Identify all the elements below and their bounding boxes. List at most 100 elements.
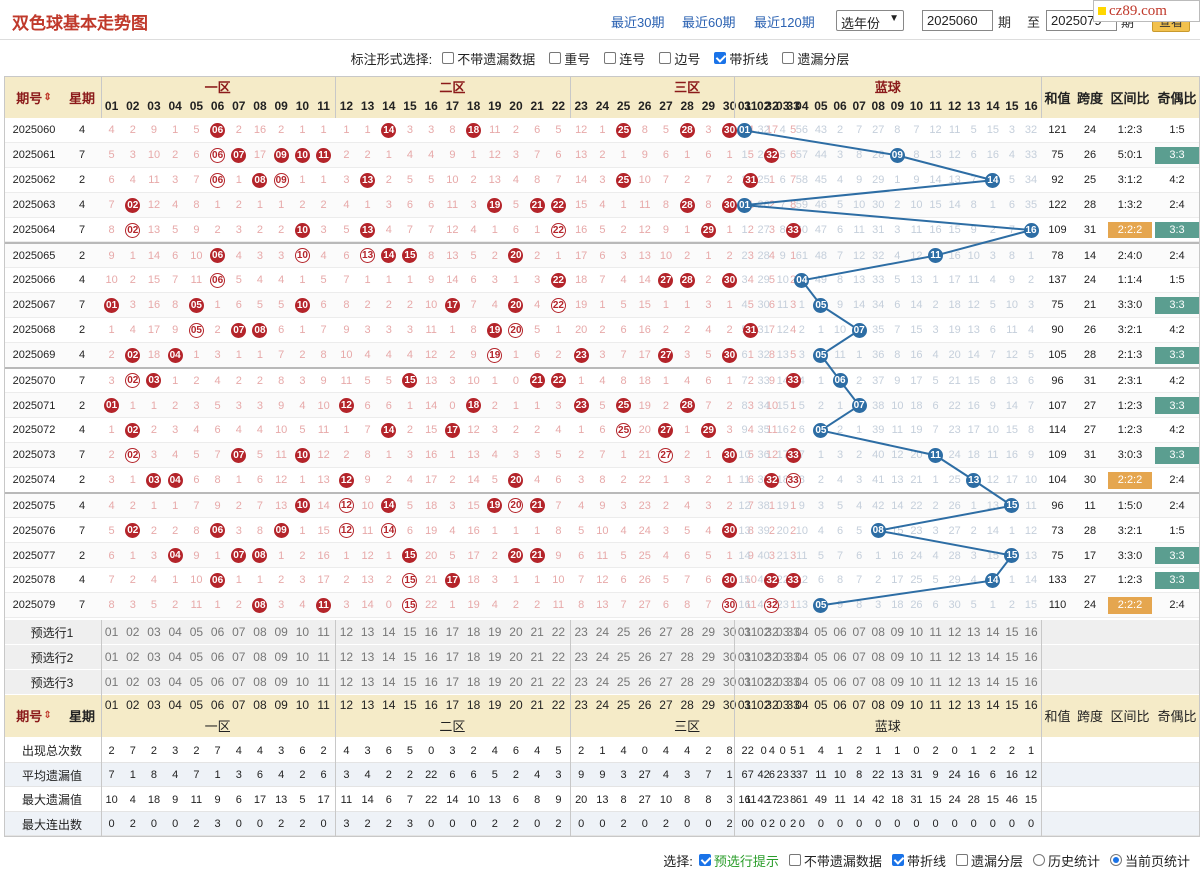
preselect-blue-number[interactable]: 05 <box>814 650 828 665</box>
preselect-number[interactable]: 23 <box>574 650 588 665</box>
preselect-number[interactable]: 01 <box>104 625 119 640</box>
sort-icon[interactable]: ⇕ <box>43 91 52 103</box>
preselect-number[interactable]: 32 <box>765 650 779 665</box>
preselect-number[interactable]: 05 <box>189 675 204 690</box>
preselect-blue-number[interactable]: 08 <box>871 625 885 640</box>
preselect-blue-number[interactable]: 15 <box>1005 675 1019 690</box>
preselect-number[interactable]: 26 <box>638 675 652 690</box>
preselect-blue-number[interactable]: 01 <box>737 675 752 690</box>
checkbox-icon[interactable] <box>714 52 727 64</box>
preselect-number[interactable]: 19 <box>488 650 502 665</box>
preselect-number[interactable]: 33 <box>786 675 800 690</box>
preselect-number[interactable]: 26 <box>638 625 652 640</box>
preselect-number[interactable]: 25 <box>616 650 631 665</box>
preselect-number[interactable]: 09 <box>274 625 288 640</box>
preselect-number[interactable]: 30 <box>722 675 737 690</box>
period-header[interactable]: 期号 ⇕ <box>4 76 64 118</box>
preselect-number[interactable]: 07 <box>232 625 246 640</box>
preselect-number[interactable]: 31 <box>744 625 758 640</box>
preselect-number[interactable]: 08 <box>253 625 267 640</box>
preselect-blue-number[interactable]: 16 <box>1024 650 1038 665</box>
preselect-number[interactable]: 24 <box>595 650 610 665</box>
preselect-number[interactable]: 29 <box>701 625 716 640</box>
preselect-blue-number[interactable]: 01 <box>737 650 752 665</box>
preselect-number[interactable]: 03 <box>147 650 161 665</box>
preselect-blue-number[interactable]: 04 <box>795 650 809 665</box>
preselect-blue-number[interactable]: 03 <box>776 650 790 665</box>
preselect-number[interactable]: 17 <box>445 625 460 640</box>
preselect-number[interactable]: 27 <box>659 675 673 690</box>
preselect-number[interactable]: 06 <box>210 625 225 640</box>
preselect-number[interactable]: 06 <box>210 650 225 665</box>
preselect-number[interactable]: 16 <box>424 675 438 690</box>
footer-option-4[interactable]: 历史统计 <box>1032 851 1100 870</box>
preselect-number[interactable]: 06 <box>210 675 225 690</box>
preselect-number[interactable]: 20 <box>509 650 523 665</box>
preselect-blue-number[interactable]: 01 <box>737 625 752 640</box>
preselect-number[interactable]: 10 <box>295 675 310 690</box>
preselect-number[interactable]: 26 <box>638 650 652 665</box>
preselect-blue-number[interactable]: 06 <box>833 625 847 640</box>
mark-option-2[interactable]: 连号 <box>604 49 645 68</box>
preselect-number[interactable]: 04 <box>168 650 182 665</box>
preselect-number[interactable]: 20 <box>509 675 523 690</box>
preselect-blue-number[interactable]: 13 <box>967 675 981 690</box>
preselect-blue-number[interactable]: 09 <box>890 675 905 690</box>
from-period-input[interactable]: 2025060 <box>922 10 993 31</box>
preselect-blue-number[interactable]: 02 <box>756 650 771 665</box>
preselect-number[interactable]: 17 <box>445 650 460 665</box>
preselect-blue-number[interactable]: 08 <box>871 675 885 690</box>
preselect-number[interactable]: 32 <box>765 625 779 640</box>
preselect-number[interactable]: 12 <box>339 675 354 690</box>
preselect-number[interactable]: 10 <box>295 650 310 665</box>
preselect-number[interactable]: 07 <box>232 650 246 665</box>
preselect-number[interactable]: 04 <box>168 675 182 690</box>
preselect-number[interactable]: 29 <box>701 675 716 690</box>
radio-icon[interactable] <box>1032 854 1045 866</box>
sort-icon[interactable]: ⇕ <box>43 710 52 722</box>
footer-option-0[interactable]: 预选行提示 <box>698 851 779 870</box>
preselect-number[interactable]: 18 <box>466 650 481 665</box>
preselect-blue-number[interactable]: 12 <box>947 625 962 640</box>
preselect-blue-number[interactable]: 16 <box>1024 625 1038 640</box>
preselect-number[interactable]: 10 <box>295 625 310 640</box>
preselect-blue-number[interactable]: 09 <box>890 625 905 640</box>
preselect-blue-number[interactable]: 12 <box>947 675 962 690</box>
preselect-number[interactable]: 05 <box>189 650 204 665</box>
preselect-number[interactable]: 25 <box>616 625 631 640</box>
checkbox-icon[interactable] <box>955 854 968 866</box>
preselect-blue-number[interactable]: 14 <box>986 675 1000 690</box>
link-recent-120[interactable]: 最近120期 <box>754 15 815 30</box>
preselect-number[interactable]: 18 <box>466 675 481 690</box>
preselect-number[interactable]: 27 <box>659 625 673 640</box>
footer-option-3[interactable]: 遗漏分层 <box>955 851 1023 870</box>
preselect-blue-number[interactable]: 15 <box>1005 625 1019 640</box>
preselect-number[interactable]: 18 <box>466 625 481 640</box>
preselect-number[interactable]: 28 <box>680 650 694 665</box>
preselect-number[interactable]: 03 <box>147 675 161 690</box>
preselect-number[interactable]: 13 <box>360 650 375 665</box>
preselect-number[interactable]: 12 <box>339 650 354 665</box>
preselect-number[interactable]: 11 <box>317 650 330 665</box>
preselect-number[interactable]: 11 <box>317 675 330 690</box>
preselect-number[interactable]: 15 <box>403 625 417 640</box>
mark-option-4[interactable]: 带折线 <box>714 49 768 68</box>
footer-option-1[interactable]: 不带遗漏数据 <box>788 851 882 870</box>
preselect-number[interactable]: 31 <box>744 650 758 665</box>
preselect-number[interactable]: 09 <box>274 650 288 665</box>
preselect-blue-number[interactable]: 07 <box>852 675 866 690</box>
checkbox-icon[interactable] <box>891 854 904 866</box>
preselect-blue-number[interactable]: 07 <box>852 625 866 640</box>
preselect-number[interactable]: 01 <box>104 650 119 665</box>
preselect-number[interactable]: 15 <box>403 650 417 665</box>
preselect-blue-number[interactable]: 07 <box>852 650 866 665</box>
preselect-blue-number[interactable]: 04 <box>795 625 809 640</box>
preselect-number[interactable]: 21 <box>530 675 544 690</box>
checkbox-icon[interactable] <box>442 52 455 64</box>
bottom-period-header[interactable]: 期号 ⇕ <box>4 695 64 737</box>
radio-icon[interactable] <box>1109 854 1122 866</box>
preselect-blue-number[interactable]: 02 <box>756 675 771 690</box>
preselect-blue-number[interactable]: 13 <box>967 650 981 665</box>
preselect-number[interactable]: 27 <box>659 650 673 665</box>
preselect-number[interactable]: 30 <box>722 625 737 640</box>
